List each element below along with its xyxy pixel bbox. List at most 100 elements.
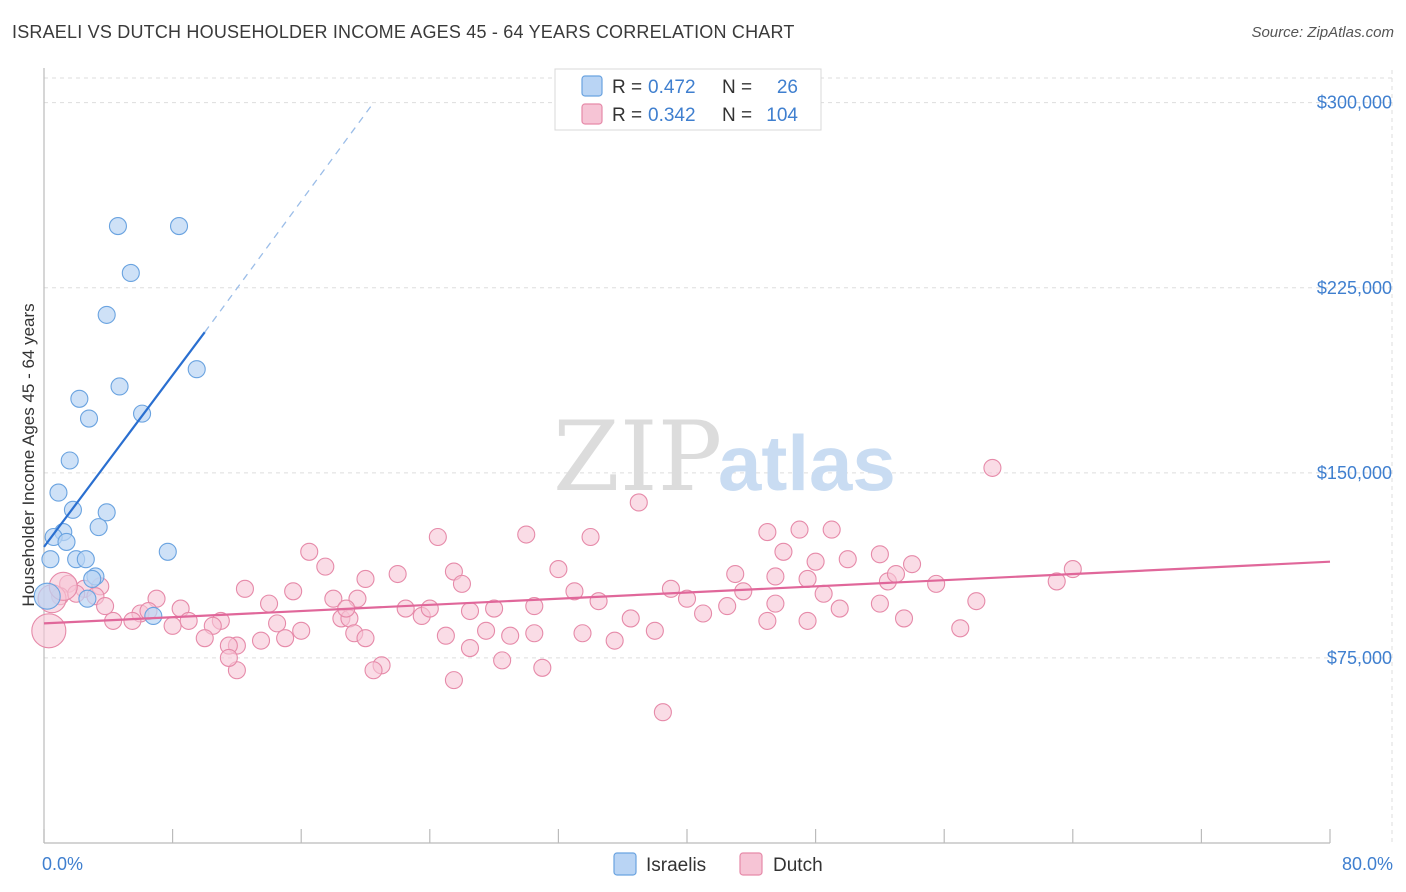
dutch-point-73 — [251, 631, 271, 650]
dutch-point-55 — [798, 611, 817, 630]
grid-lines — [44, 70, 1393, 843]
dutch-point-50 — [460, 601, 480, 621]
israeli-point-24 — [78, 589, 97, 608]
israeli-trend-extension — [204, 102, 375, 333]
israeli-point-17 — [158, 542, 177, 561]
dutch-point-11 — [838, 550, 857, 569]
israeli-point-16 — [57, 532, 76, 551]
trend-lines — [43, 102, 1331, 625]
dutch-point-15 — [549, 560, 568, 579]
dutch-point-14 — [316, 557, 335, 576]
dutch-point-40 — [677, 589, 697, 608]
dutch-point-53 — [894, 609, 914, 628]
dutch-point-20 — [766, 567, 785, 586]
bottom-legend-swatch-israelis — [613, 852, 637, 876]
dutch-point-85 — [493, 651, 512, 670]
israeli-point-8 — [79, 409, 99, 428]
dutch-point-8 — [774, 542, 793, 561]
dutch-point-69 — [501, 626, 520, 645]
israeli-point-4 — [187, 360, 206, 379]
y-tick-label-1: $150,000 — [1317, 463, 1392, 483]
dutch-point-74 — [605, 631, 624, 650]
dutch-point-6 — [581, 527, 600, 547]
y-axis-label: Householder Income Ages 45 - 64 years — [19, 303, 38, 606]
source-label: Source: ZipAtlas.com — [1251, 24, 1394, 41]
legend-r-label-dutch: R = — [612, 105, 642, 126]
israeli-point-3 — [97, 305, 116, 324]
dutch-point-76 — [460, 638, 480, 658]
dutch-point-34 — [734, 582, 753, 601]
dutch-point-1 — [629, 493, 648, 512]
dutch-point-96 — [886, 564, 906, 584]
legend-n-value-dutch: 104 — [766, 105, 798, 126]
legend-r-value-israelis: 0.472 — [648, 77, 696, 98]
dutch-point-90 — [219, 648, 238, 667]
dutch-point-47 — [485, 599, 504, 618]
dutch-point-72 — [195, 629, 214, 648]
dutch-point-43 — [766, 594, 785, 613]
israeli-trend-line — [43, 331, 206, 548]
dutch-point-18 — [726, 564, 745, 584]
watermark-atlas: atlas — [718, 419, 896, 507]
dutch-point-26 — [452, 574, 472, 593]
dutch-point-62 — [163, 616, 182, 635]
dutch-point-79 — [123, 611, 142, 630]
legend-n-value-israelis: 26 — [777, 77, 798, 98]
legend-n-label-israelis: N = — [722, 77, 752, 98]
israeli-point-12 — [97, 503, 116, 522]
dutch-point-49 — [830, 599, 849, 618]
israeli-points — [33, 217, 206, 626]
israeli-point-20 — [76, 550, 95, 569]
watermark: ZIP atlas — [553, 401, 896, 513]
dutch-point-84 — [96, 597, 115, 616]
legend-swatch-israelis — [581, 75, 603, 97]
israeli-point-13 — [89, 518, 108, 537]
dutch-point-39 — [324, 589, 343, 608]
israeli-point-18 — [41, 550, 60, 569]
dutch-point-42 — [589, 592, 608, 611]
dutch-point-59 — [268, 614, 287, 633]
dutch-point-30 — [661, 579, 680, 598]
axes — [43, 68, 1331, 844]
chart-title: ISRAELI VS DUTCH HOUSEHOLDER INCOME AGES… — [12, 22, 795, 42]
dutch-point-13 — [902, 555, 922, 574]
dutch-point-21 — [356, 569, 375, 589]
dutch-point-25 — [927, 574, 946, 593]
dutch-point-48 — [396, 599, 415, 618]
dutch-point-33 — [565, 582, 584, 601]
dutch-point-41 — [967, 592, 986, 611]
dutch-point-35 — [814, 584, 833, 603]
dutch-point-97 — [477, 621, 496, 640]
israeli-point-0 — [108, 217, 127, 236]
dutch-point-12 — [806, 552, 825, 571]
dutch-point-56 — [758, 611, 777, 630]
bottom-legend-israelis: Israelis — [646, 855, 706, 876]
dutch-point-63 — [292, 621, 311, 640]
dutch-point-66 — [525, 624, 544, 643]
bottom-legend-swatch-dutch — [739, 852, 763, 876]
israeli-point-5 — [110, 377, 129, 396]
dutch-point-88 — [364, 661, 383, 680]
israeli-point-9 — [60, 451, 79, 470]
dutch-point-71 — [951, 619, 970, 638]
dutch-point-64 — [645, 621, 664, 640]
x-tick-label-0: 0.0% — [42, 854, 83, 874]
israeli-point-22 — [83, 569, 102, 589]
dutch-point-67 — [436, 626, 455, 645]
dutch-point-98 — [420, 599, 439, 618]
dutch-point-95 — [621, 609, 640, 628]
dutch-trend-line — [43, 560, 1331, 625]
legend-r-value-dutch: 0.342 — [648, 105, 696, 126]
dutch-point-91 — [444, 671, 463, 690]
israeli-point-2 — [121, 263, 140, 283]
dutch-point-100 — [31, 613, 67, 649]
x-tick-label-1: 80.0% — [1342, 854, 1393, 874]
y-tick-labels: $75,000 $150,000 $225,000 $300,000 — [1317, 93, 1392, 668]
dutch-point-45 — [259, 594, 279, 613]
dutch-point-46 — [525, 597, 544, 616]
dutch-point-31 — [235, 579, 254, 598]
legend: R = 0.472 N = 26 R = 0.342 N = 104 — [554, 68, 822, 131]
x-tick-labels: 0.0% 80.0% — [42, 854, 1393, 874]
israeli-point-6 — [70, 389, 89, 408]
legend-swatch-dutch — [581, 103, 603, 125]
